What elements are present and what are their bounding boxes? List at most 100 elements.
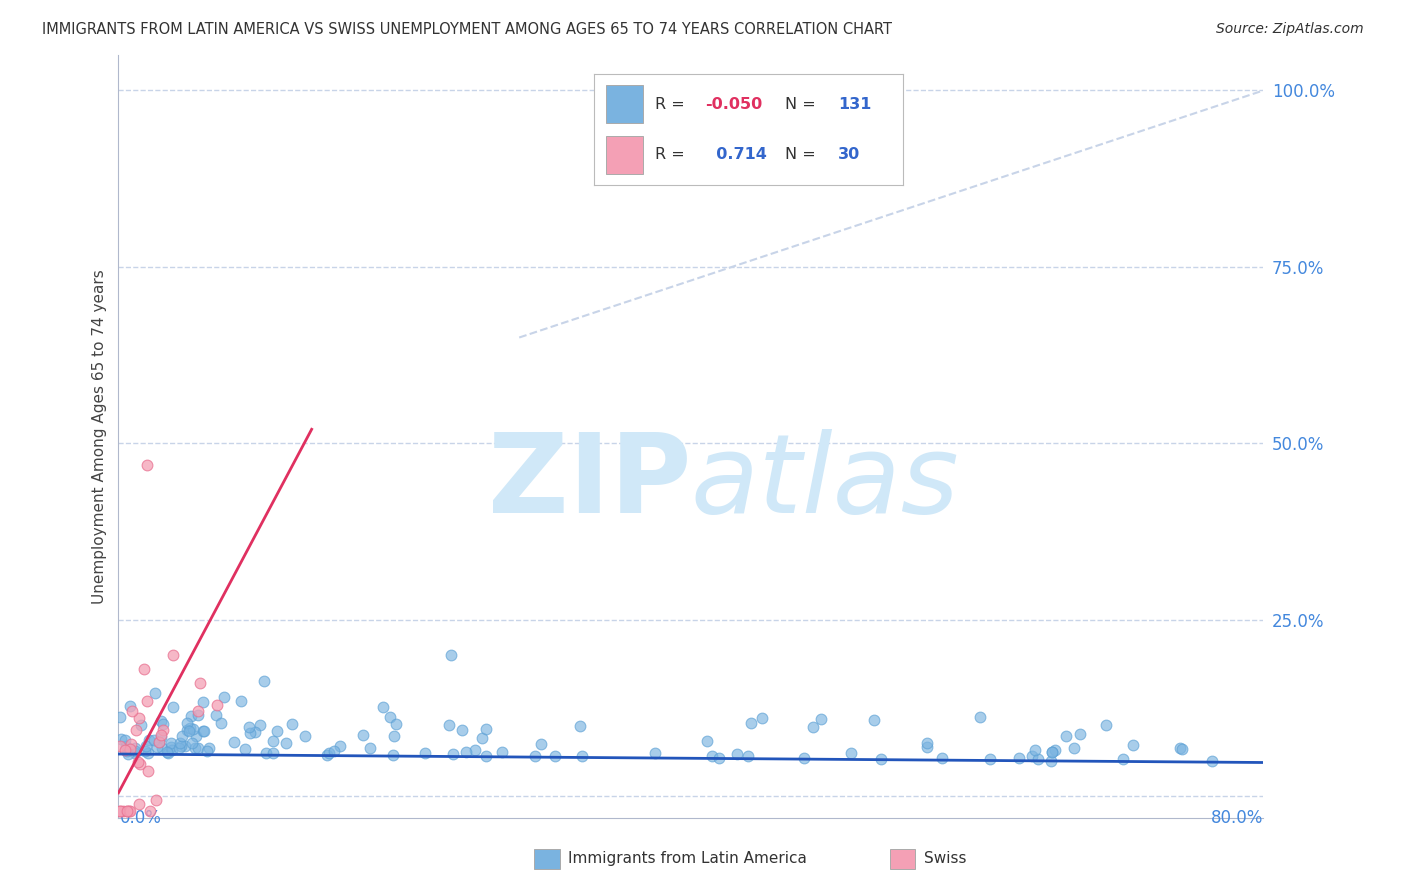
Point — [149, 730, 172, 744]
Point — [198, 740, 221, 755]
Point — [382, 748, 405, 763]
Point — [1040, 754, 1063, 768]
Point — [204, 708, 226, 723]
Point — [193, 724, 215, 739]
Point — [696, 734, 718, 748]
Point — [440, 648, 463, 663]
Point — [162, 700, 184, 714]
Point — [124, 746, 146, 760]
Point — [464, 743, 486, 757]
Point — [177, 723, 200, 738]
Point — [176, 723, 198, 737]
Point — [160, 742, 183, 756]
Point — [157, 747, 180, 761]
Point — [121, 704, 143, 718]
Point — [117, 804, 139, 818]
Point — [180, 736, 202, 750]
Point — [115, 804, 138, 818]
Point — [138, 746, 160, 760]
Point — [159, 739, 181, 754]
Point — [378, 710, 401, 724]
Point — [373, 699, 395, 714]
Point — [156, 745, 179, 759]
Point — [931, 751, 953, 765]
Text: ZIP: ZIP — [488, 428, 690, 535]
Point — [979, 751, 1001, 765]
Point — [263, 733, 285, 747]
Point — [413, 746, 436, 760]
Point — [120, 742, 142, 756]
Point — [803, 721, 825, 735]
Point — [124, 744, 146, 758]
Point — [169, 736, 191, 750]
Point — [136, 764, 159, 778]
Point — [1008, 750, 1031, 764]
Point — [725, 747, 748, 761]
Point — [454, 745, 477, 759]
Point — [253, 673, 276, 688]
Point — [150, 741, 173, 756]
Point — [793, 751, 815, 765]
Point — [108, 804, 131, 818]
Point — [569, 719, 592, 733]
Point — [437, 717, 460, 731]
Point — [152, 723, 174, 737]
Point — [115, 739, 138, 754]
Point — [281, 717, 304, 731]
Point — [329, 739, 352, 753]
Point — [118, 698, 141, 713]
Point — [1069, 727, 1091, 741]
Y-axis label: Unemployment Among Ages 65 to 74 years: Unemployment Among Ages 65 to 74 years — [93, 269, 107, 604]
Point — [1171, 741, 1194, 756]
Point — [571, 748, 593, 763]
Point — [751, 711, 773, 725]
Point — [315, 747, 337, 762]
Text: atlas: atlas — [690, 428, 959, 535]
Point — [644, 746, 666, 760]
Point — [1043, 743, 1066, 757]
Point — [125, 723, 148, 738]
Point — [254, 746, 277, 760]
Point — [160, 736, 183, 750]
Text: 0.0%: 0.0% — [120, 809, 162, 827]
Point — [243, 724, 266, 739]
Point — [195, 744, 218, 758]
Point — [108, 710, 131, 724]
Point — [108, 739, 131, 754]
Point — [737, 749, 759, 764]
Point — [1112, 752, 1135, 766]
Point — [118, 804, 141, 818]
Point — [135, 739, 157, 753]
Point — [475, 749, 498, 764]
Point — [450, 723, 472, 738]
Point — [969, 710, 991, 724]
Point — [239, 725, 262, 739]
Point — [135, 694, 157, 708]
Point — [187, 708, 209, 723]
Point — [382, 729, 405, 743]
Point — [172, 729, 194, 743]
Point — [193, 724, 215, 739]
Point — [544, 749, 567, 764]
Point — [1028, 752, 1050, 766]
Point — [187, 704, 209, 718]
Point — [169, 740, 191, 755]
Point — [110, 731, 132, 746]
Point — [180, 708, 202, 723]
Point — [170, 739, 193, 753]
Point — [181, 722, 204, 736]
Point — [294, 729, 316, 743]
Point — [128, 710, 150, 724]
Point — [262, 747, 284, 761]
Point — [323, 744, 346, 758]
Point — [915, 736, 938, 750]
Point — [143, 733, 166, 747]
Text: Immigrants from Latin America: Immigrants from Latin America — [568, 852, 807, 866]
Point — [127, 755, 149, 769]
Point — [120, 737, 142, 751]
Point — [1054, 729, 1077, 743]
Point — [384, 717, 406, 731]
Point — [115, 744, 138, 758]
Point — [359, 741, 381, 756]
Point — [134, 744, 156, 758]
